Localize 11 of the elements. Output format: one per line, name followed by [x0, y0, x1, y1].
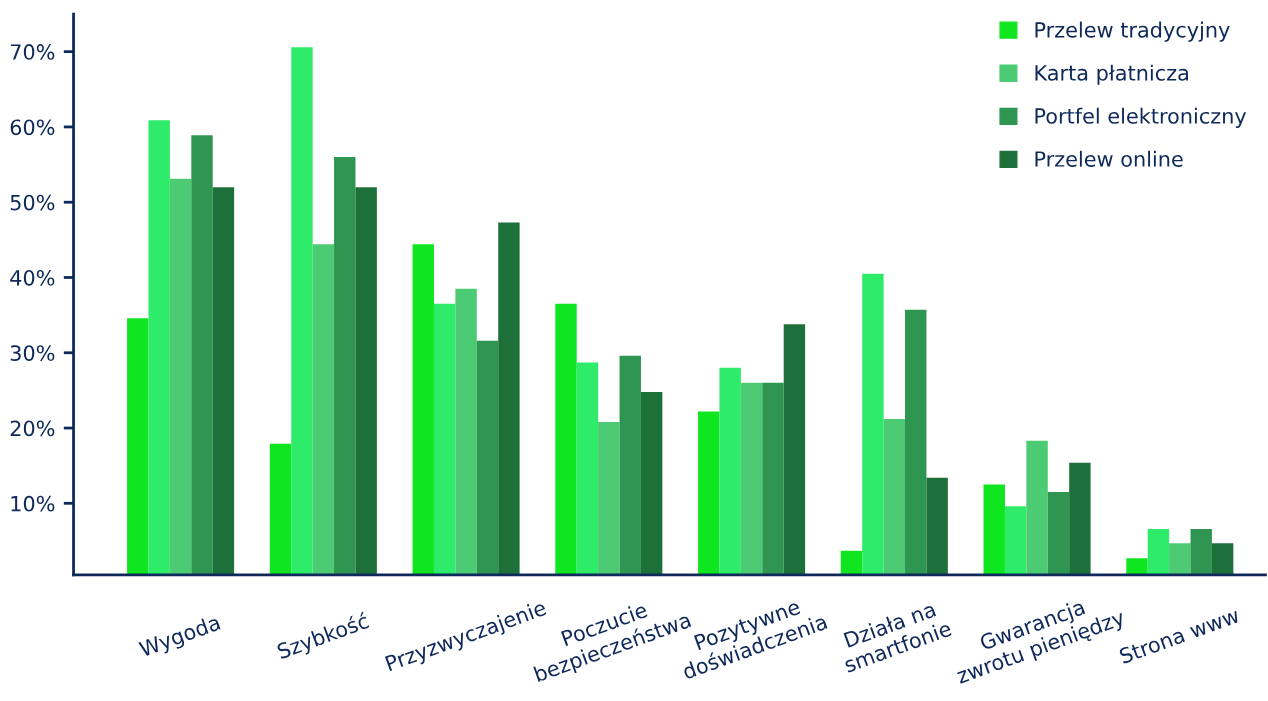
y-tick-label: 60% [10, 119, 55, 136]
y-tick-label: 50% [10, 194, 55, 211]
y-tick-label: 10% [11, 495, 55, 512]
y-tick-label: 40% [10, 269, 55, 286]
y-tick-label: 20% [10, 420, 55, 437]
legend-label: Portfel elektroniczny [1035, 107, 1247, 128]
y-tick-label: 30% [10, 345, 55, 361]
y-tick-label: 70% [10, 44, 55, 60]
legend-label: Przelew online [1035, 150, 1183, 167]
legend-label: Karta płatnicza [1035, 64, 1188, 85]
legend-label: Przelew tradycyjny [1035, 21, 1230, 42]
